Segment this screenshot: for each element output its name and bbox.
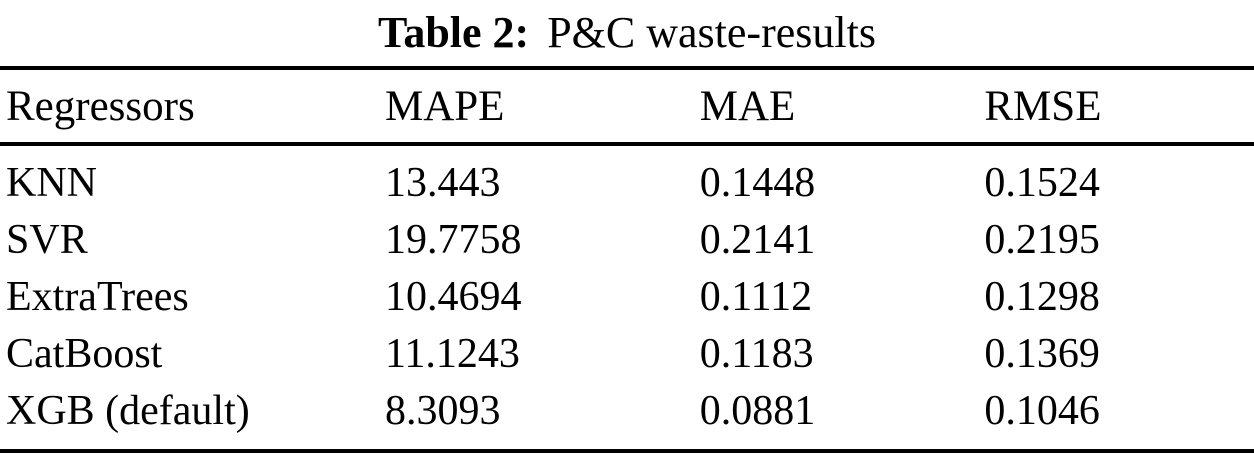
column-header-mape: MAPE xyxy=(384,82,505,130)
rmse-value-cell: 0.1298 xyxy=(984,273,1100,320)
table-caption-label: Table 2: xyxy=(378,8,530,57)
column-header-regressors: Regressors xyxy=(6,82,195,130)
mape-value-cell: 8.3093 xyxy=(384,387,501,434)
regressor-name-cell: KNN xyxy=(6,159,97,206)
results-table: Regressors MAPE MAE RMSE KNN 13.443 0.14… xyxy=(0,66,1254,453)
mape-value-cell: 19.7758 xyxy=(384,216,522,263)
table-body: KNN 13.443 0.1448 0.1524 SVR 19.7758 0.2… xyxy=(0,144,1254,451)
table-caption: Table 2: P&C waste-results xyxy=(0,0,1254,66)
regressor-name-cell: ExtraTrees xyxy=(6,273,189,320)
rmse-value-cell: 0.1369 xyxy=(984,330,1100,377)
table-row: XGB (default) 8.3093 0.0881 0.1046 xyxy=(0,382,1254,451)
column-header-mae: MAE xyxy=(699,82,796,130)
mape-value-cell: 13.443 xyxy=(384,159,501,206)
table-row: SVR 19.7758 0.2141 0.2195 xyxy=(0,211,1254,268)
table-row: ExtraTrees 10.4694 0.1112 0.1298 xyxy=(0,268,1254,325)
column-header-rmse: RMSE xyxy=(984,82,1102,130)
header-row: Regressors MAPE MAE RMSE xyxy=(0,68,1254,144)
mae-value-cell: 0.0881 xyxy=(699,387,816,434)
regressor-name-cell: CatBoost xyxy=(6,330,163,377)
mae-value-cell: 0.1112 xyxy=(699,273,813,320)
mae-value-cell: 0.2141 xyxy=(699,216,816,263)
rmse-value-cell: 0.1524 xyxy=(984,159,1100,206)
table-row: CatBoost 11.1243 0.1183 0.1369 xyxy=(0,325,1254,382)
mae-value-cell: 0.1183 xyxy=(699,330,814,377)
table-row: KNN 13.443 0.1448 0.1524 xyxy=(0,144,1254,211)
regressor-name-cell: SVR xyxy=(6,216,88,263)
mape-value-cell: 10.4694 xyxy=(384,273,522,320)
rmse-value-cell: 0.1046 xyxy=(984,387,1100,434)
regressor-name-cell: XGB (default) xyxy=(6,387,250,434)
mae-value-cell: 0.1448 xyxy=(699,159,816,206)
mape-value-cell: 11.1243 xyxy=(384,330,520,377)
rmse-value-cell: 0.2195 xyxy=(984,216,1100,263)
table-caption-title: P&C waste-results xyxy=(547,8,876,57)
